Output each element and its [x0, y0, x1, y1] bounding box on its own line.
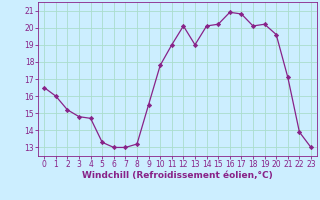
X-axis label: Windchill (Refroidissement éolien,°C): Windchill (Refroidissement éolien,°C)	[82, 171, 273, 180]
